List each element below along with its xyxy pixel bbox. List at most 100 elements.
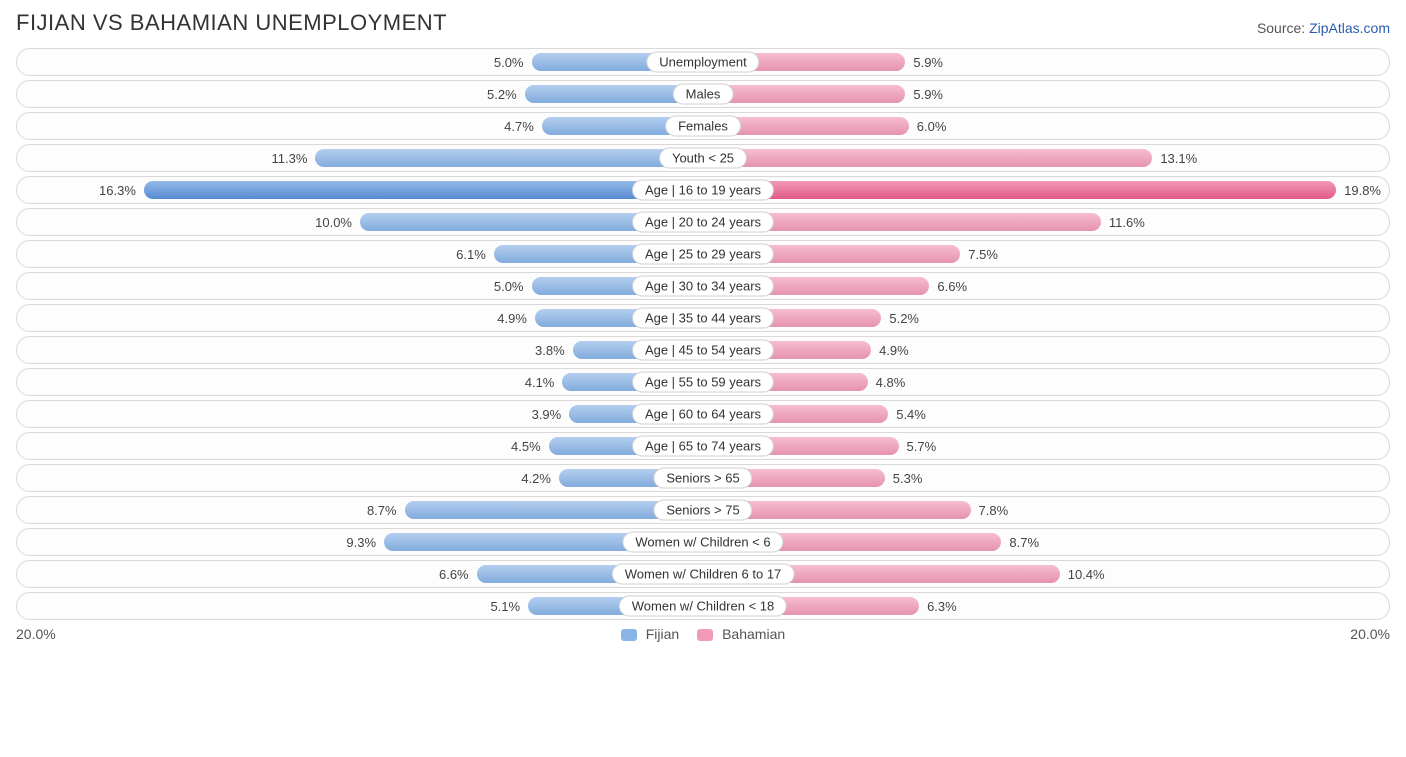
category-label: Age | 55 to 59 years (632, 372, 774, 393)
chart-row: 5.1% 6.3% Women w/ Children < 18 (16, 592, 1390, 620)
right-bar (703, 85, 905, 103)
left-half: 11.3% (17, 145, 703, 171)
right-bar (703, 181, 1336, 199)
chart-row: 16.3%19.8%Age | 16 to 19 years (16, 176, 1390, 204)
right-value: 5.4% (888, 407, 934, 422)
category-label: Women w/ Children < 18 (619, 596, 787, 617)
category-label: Seniors > 65 (653, 468, 752, 489)
right-half: 10.4% (703, 561, 1389, 587)
right-value: 19.8% (1336, 183, 1389, 198)
category-label: Youth < 25 (659, 148, 747, 169)
left-half: 4.9% (17, 305, 703, 331)
chart-title: FIJIAN VS BAHAMIAN UNEMPLOYMENT (16, 10, 447, 36)
source-link[interactable]: ZipAtlas.com (1309, 20, 1390, 36)
left-value: 3.9% (524, 407, 570, 422)
legend-item-bahamian: Bahamian (697, 626, 785, 642)
right-half: 13.1% (703, 145, 1389, 171)
right-half: 5.4% (703, 401, 1389, 427)
left-half: 5.2% (17, 81, 703, 107)
legend-label-fijian: Fijian (646, 626, 679, 642)
right-half: 5.3% (703, 465, 1389, 491)
left-value: 8.7% (359, 503, 405, 518)
category-label: Males (673, 84, 734, 105)
left-half: 4.5% (17, 433, 703, 459)
chart-row: 6.1% 7.5% Age | 25 to 29 years (16, 240, 1390, 268)
left-half: 4.2% (17, 465, 703, 491)
left-value: 11.3% (264, 151, 316, 166)
chart-row: 10.0%11.6%Age | 20 to 24 years (16, 208, 1390, 236)
diverging-bar-chart: 5.0%5.9%Unemployment5.2%5.9%Males4.7%6.0… (16, 48, 1390, 620)
category-label: Women w/ Children < 6 (622, 532, 783, 553)
left-value: 5.0% (486, 55, 532, 70)
right-half: 6.0% (703, 113, 1389, 139)
chart-row: 8.7%7.8%Seniors > 75 (16, 496, 1390, 524)
category-label: Females (665, 116, 741, 137)
left-value: 6.1% (448, 247, 494, 262)
left-value: 10.0% (307, 215, 360, 230)
right-value: 5.9% (905, 55, 951, 70)
right-value: 4.8% (868, 375, 914, 390)
right-half: 19.8% (703, 177, 1389, 203)
right-half: 5.9% (703, 81, 1389, 107)
chart-row: 11.3% 13.1% Youth < 25 (16, 144, 1390, 172)
legend-swatch-bahamian (697, 629, 713, 641)
chart-row: 9.3% 8.7% Women w/ Children < 6 (16, 528, 1390, 556)
chart-row: 4.7% 6.0% Females (16, 112, 1390, 140)
right-value: 6.6% (929, 279, 975, 294)
right-half: 7.5% (703, 241, 1389, 267)
chart-row: 5.0% 6.6% Age | 30 to 34 years (16, 272, 1390, 300)
right-half: 6.3% (703, 593, 1389, 619)
left-half: 10.0% (17, 209, 703, 235)
legend-label-bahamian: Bahamian (722, 626, 785, 642)
left-half: 9.3% (17, 529, 703, 555)
right-value: 13.1% (1152, 151, 1205, 166)
left-half: 5.1% (17, 593, 703, 619)
legend-item-fijian: Fijian (621, 626, 679, 642)
right-value: 11.6% (1101, 215, 1153, 230)
left-half: 6.6% (17, 561, 703, 587)
right-value: 6.0% (909, 119, 955, 134)
left-value: 4.5% (503, 439, 549, 454)
chart-row: 3.9%5.4%Age | 60 to 64 years (16, 400, 1390, 428)
category-label: Age | 25 to 29 years (632, 244, 774, 265)
right-value: 4.9% (871, 343, 917, 358)
left-half: 5.0% (17, 49, 703, 75)
chart-row: 4.5%5.7%Age | 65 to 74 years (16, 432, 1390, 460)
left-half: 16.3% (17, 177, 703, 203)
right-value: 5.3% (885, 471, 931, 486)
left-value: 6.6% (431, 567, 477, 582)
right-half: 4.9% (703, 337, 1389, 363)
left-value: 4.9% (489, 311, 535, 326)
chart-row: 4.1% 4.8% Age | 55 to 59 years (16, 368, 1390, 396)
right-value: 7.5% (960, 247, 1006, 262)
left-bar (144, 181, 703, 199)
chart-row: 3.8%4.9%Age | 45 to 54 years (16, 336, 1390, 364)
right-half: 5.2% (703, 305, 1389, 331)
left-half: 3.8% (17, 337, 703, 363)
right-value: 8.7% (1001, 535, 1047, 550)
category-label: Women w/ Children 6 to 17 (612, 564, 795, 585)
right-half: 4.8% (703, 369, 1389, 395)
right-value: 10.4% (1060, 567, 1113, 582)
right-half: 5.7% (703, 433, 1389, 459)
left-half: 8.7% (17, 497, 703, 523)
chart-row: 6.6% 10.4% Women w/ Children 6 to 17 (16, 560, 1390, 588)
right-half: 11.6% (703, 209, 1389, 235)
axis-max-left: 20.0% (16, 626, 56, 642)
left-value: 5.1% (482, 599, 528, 614)
right-value: 5.2% (881, 311, 927, 326)
source-label: Source: (1257, 20, 1305, 36)
right-value: 6.3% (919, 599, 965, 614)
category-label: Seniors > 75 (653, 500, 752, 521)
left-value: 16.3% (91, 183, 144, 198)
left-half: 4.1% (17, 369, 703, 395)
right-half: 8.7% (703, 529, 1389, 555)
left-half: 4.7% (17, 113, 703, 139)
right-half: 6.6% (703, 273, 1389, 299)
left-half: 5.0% (17, 273, 703, 299)
left-value: 5.0% (486, 279, 532, 294)
left-value: 4.7% (496, 119, 542, 134)
category-label: Age | 30 to 34 years (632, 276, 774, 297)
legend-swatch-fijian (621, 629, 637, 641)
right-half: 5.9% (703, 49, 1389, 75)
